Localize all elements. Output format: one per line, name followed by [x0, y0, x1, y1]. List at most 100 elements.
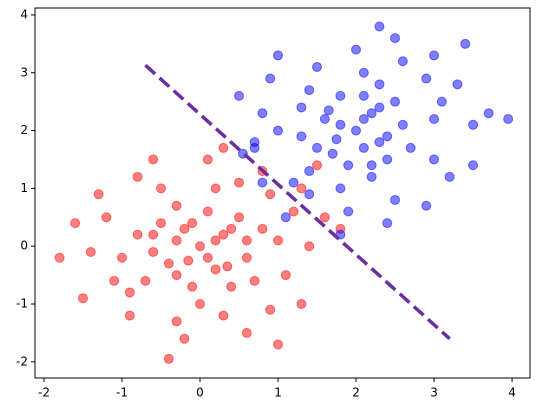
y-tick-label: -1 [16, 297, 28, 311]
point [296, 131, 307, 142]
point [163, 353, 174, 364]
point [109, 275, 120, 286]
point [288, 206, 299, 217]
x-tick-label: 3 [430, 386, 438, 400]
point [374, 137, 385, 148]
point [304, 85, 315, 96]
point [358, 67, 369, 78]
point [390, 194, 401, 205]
x-tick-label: 2 [352, 386, 360, 400]
point [452, 79, 463, 90]
point [148, 229, 159, 240]
point [171, 316, 182, 327]
point [366, 108, 377, 119]
point [171, 270, 182, 281]
point [468, 119, 479, 130]
point [265, 189, 276, 200]
point [70, 218, 81, 229]
point [249, 275, 260, 286]
point [85, 246, 96, 257]
point [397, 56, 408, 67]
point [374, 102, 385, 113]
point [210, 264, 221, 275]
x-tick-label: 4 [508, 386, 516, 400]
point [436, 96, 447, 107]
point [358, 142, 369, 153]
point [503, 114, 514, 124]
point [405, 142, 416, 153]
point [382, 154, 393, 165]
point [155, 218, 166, 229]
point [202, 154, 213, 165]
point [179, 333, 190, 344]
point [319, 212, 330, 223]
point [335, 119, 346, 130]
point [327, 148, 338, 159]
point [366, 171, 377, 182]
y-tick-label: 2 [20, 123, 28, 137]
point [296, 183, 307, 194]
x-tick-label: -1 [116, 386, 128, 400]
y-tick-label: 1 [20, 181, 28, 195]
point [273, 339, 284, 350]
point [358, 90, 369, 101]
point [195, 241, 205, 252]
point [374, 21, 385, 32]
point [288, 177, 299, 188]
point [183, 255, 194, 266]
point [444, 171, 455, 182]
point [319, 114, 330, 124]
point [343, 160, 354, 171]
point [343, 206, 354, 217]
point [226, 281, 237, 292]
point [280, 270, 291, 281]
point [249, 137, 260, 148]
point [273, 50, 284, 61]
point [366, 160, 377, 171]
point [304, 241, 315, 252]
point [132, 171, 143, 182]
point [210, 235, 221, 246]
point [93, 189, 104, 200]
point [257, 108, 268, 119]
y-tick-label: 3 [20, 65, 28, 79]
point [124, 310, 135, 321]
point [273, 125, 284, 136]
point [218, 229, 229, 240]
x-tick-label: 0 [196, 386, 204, 400]
point [304, 166, 315, 177]
point [358, 114, 369, 124]
point [390, 96, 401, 107]
point [210, 183, 221, 194]
point [296, 102, 307, 113]
y-tick-label: -2 [16, 354, 28, 368]
point [140, 275, 151, 286]
point [187, 281, 198, 292]
point [226, 223, 237, 234]
point [218, 142, 229, 153]
point [429, 50, 440, 61]
point [241, 252, 252, 263]
point [265, 73, 276, 84]
point [273, 235, 284, 246]
point [382, 218, 393, 229]
point [483, 108, 494, 119]
point [101, 212, 112, 223]
point [265, 304, 276, 315]
point [429, 114, 440, 124]
point [304, 189, 315, 200]
x-tick-label: -2 [38, 386, 50, 400]
point [132, 229, 143, 240]
point [351, 44, 362, 55]
point [312, 61, 323, 72]
point [312, 160, 323, 171]
point [195, 299, 205, 309]
point [155, 183, 166, 194]
point [390, 33, 401, 44]
point [171, 200, 182, 211]
point [234, 177, 245, 188]
y-tick-label: 0 [20, 239, 28, 253]
point [351, 125, 362, 136]
point [54, 252, 65, 263]
point [257, 177, 268, 188]
